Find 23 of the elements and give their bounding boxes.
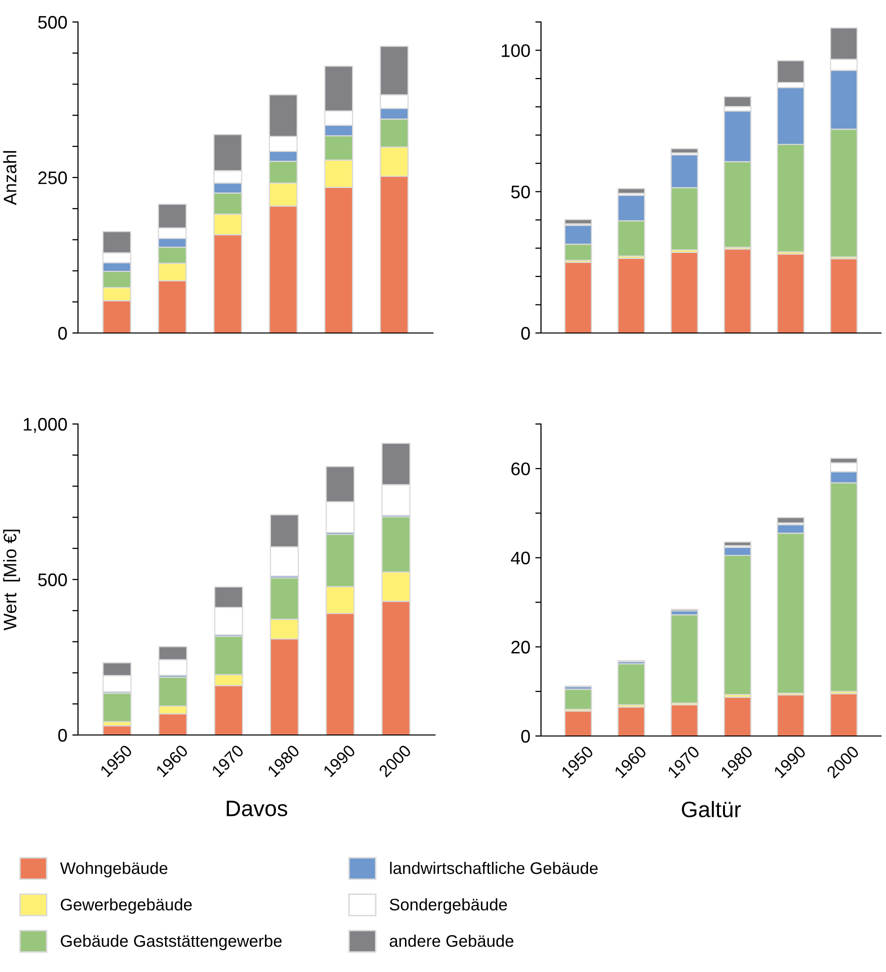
legend-label: landwirtschaftliche Gebäude [390, 862, 598, 874]
legend-label: Gebäude Gaststättengewerbe [60, 934, 282, 950]
y-tick-label: 0 [58, 326, 67, 340]
y-axis-title: Wert [Mio €] [3, 530, 20, 630]
legend-label: Wohngebäude [60, 862, 168, 878]
y-tick-label: 0 [58, 728, 67, 742]
y-axis-title: Anzahl [3, 151, 16, 206]
y-tick-label: 500 [38, 573, 67, 586]
y-tick-label: 1,000 [24, 418, 67, 433]
y-tick-label: 60 [511, 462, 530, 476]
y-tick-label: 0 [521, 730, 530, 743]
legend-label: Sondergebäude [390, 898, 507, 914]
y-tick-label: 20 [511, 640, 530, 654]
legend-label: andere Gebäude [390, 934, 514, 947]
y-tick-label: 50 [511, 186, 530, 198]
x-axis-title: Galtür [682, 800, 741, 818]
y-tick-label: 0 [521, 326, 530, 340]
y-tick-label: 40 [510, 552, 530, 564]
y-tick-label: 250 [38, 171, 67, 184]
legend-label: Gewerbegebäude [60, 898, 192, 914]
y-tick-label: 500 [38, 16, 67, 29]
y-tick-label: 100 [502, 44, 530, 57]
x-axis-title: Davos [226, 800, 288, 816]
